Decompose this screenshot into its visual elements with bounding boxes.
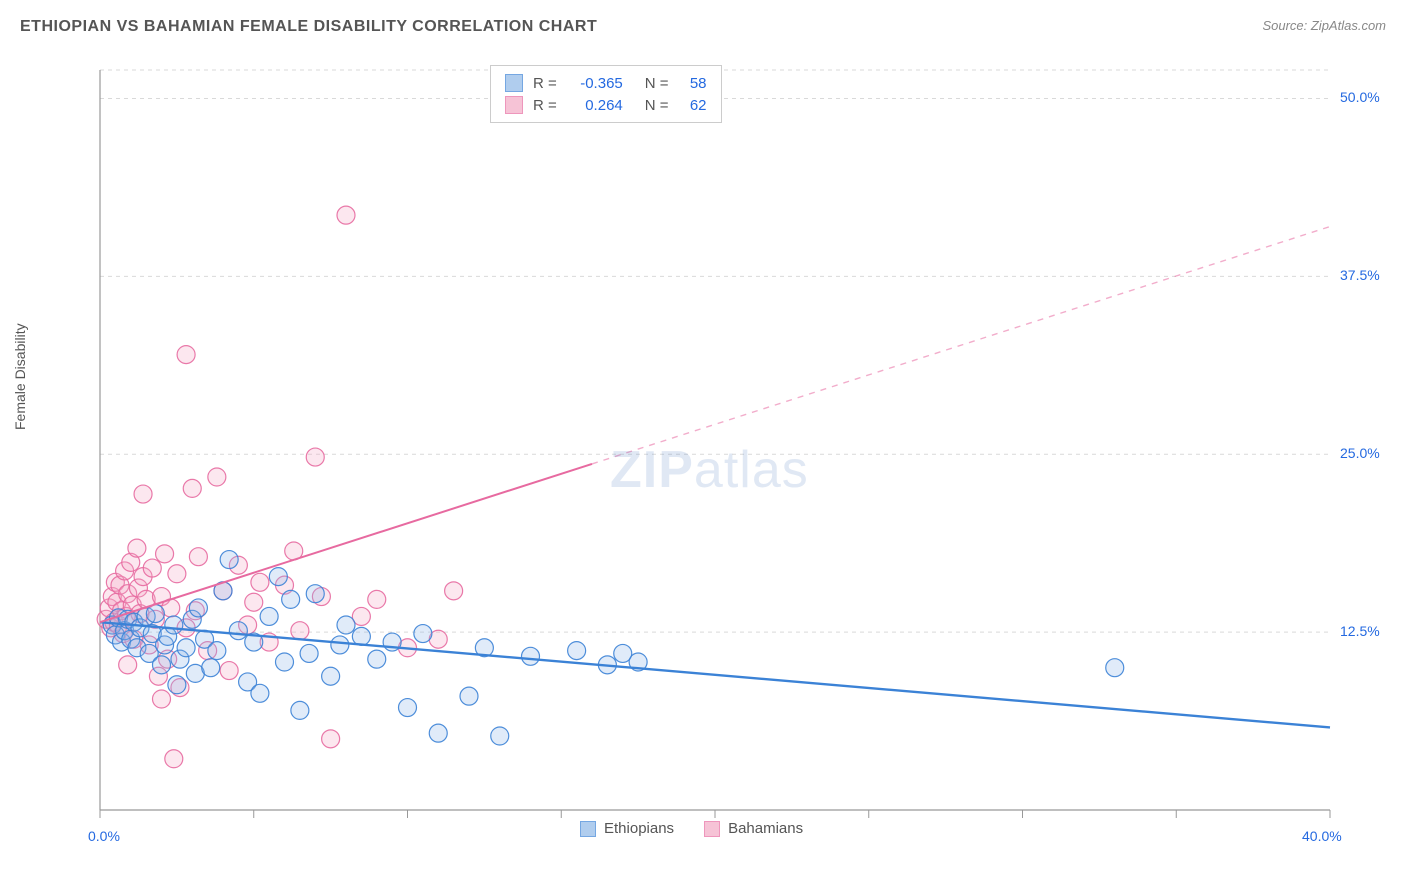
axis-tick-label: 12.5% (1340, 623, 1380, 639)
legend-swatch (704, 821, 720, 837)
y-axis-label: Female Disability (12, 323, 28, 430)
axis-tick-label: 0.0% (88, 828, 120, 844)
axis-tick-label: 25.0% (1340, 445, 1380, 461)
correlation-legend: R =-0.365N =58R =0.264N =62 (490, 65, 722, 123)
axis-tick-label: 50.0% (1340, 89, 1380, 105)
legend-swatch (505, 96, 523, 114)
legend-row-ethiopians: R =-0.365N =58 (505, 72, 707, 94)
legend-row-bahamians: R =0.264N =62 (505, 94, 707, 116)
legend-item-ethiopians: Ethiopians (580, 820, 674, 837)
source-attribution: Source: ZipAtlas.com (1262, 18, 1386, 33)
axis-tick-label: 40.0% (1302, 828, 1342, 844)
plot-area: ZIPatlas R =-0.365N =58R =0.264N =62 Eth… (50, 60, 1380, 830)
chart-container: ETHIOPIAN VS BAHAMIAN FEMALE DISABILITY … (0, 0, 1406, 892)
title-bar: ETHIOPIAN VS BAHAMIAN FEMALE DISABILITY … (20, 18, 1386, 46)
legend-label: Bahamians (728, 820, 803, 837)
axis-tick-label: 37.5% (1340, 267, 1380, 283)
legend-label: Ethiopians (604, 820, 674, 837)
chart-svg (50, 60, 1380, 830)
legend-item-bahamians: Bahamians (704, 820, 803, 837)
chart-title: ETHIOPIAN VS BAHAMIAN FEMALE DISABILITY … (20, 18, 597, 35)
series-legend: Ethiopians Bahamians (580, 820, 803, 837)
legend-swatch (505, 74, 523, 92)
legend-swatch (580, 821, 596, 837)
